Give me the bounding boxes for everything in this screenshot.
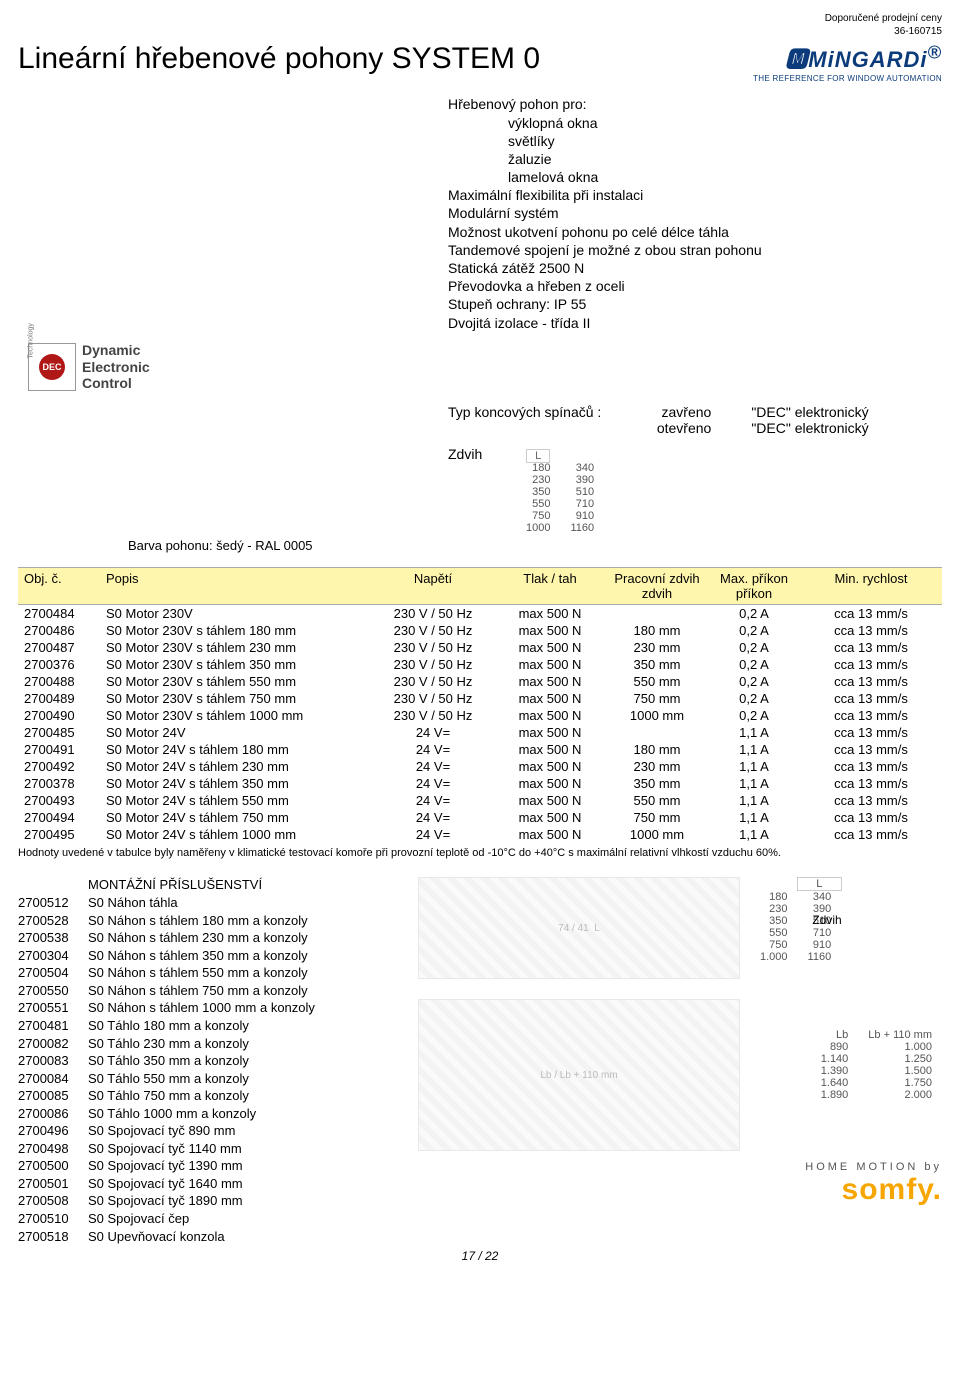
table-row: 2700487S0 Motor 230V s táhlem 230 mm230 … [18, 639, 942, 656]
stroke-label: Zdvih L [448, 446, 942, 462]
somfy-logo: somfy. [418, 1173, 942, 1207]
table-row: 2700488S0 Motor 230V s táhlem 550 mm230 … [18, 673, 942, 690]
col-desc: Popis [100, 568, 372, 605]
list-item: 2700510S0 Spojovací čep [18, 1210, 398, 1228]
col-code: Obj. č. [18, 568, 100, 605]
brand-block: 🅼MiNGARDi® THE REFERENCE FOR WINDOW AUTO… [753, 42, 942, 83]
dec-label: Dynamic Electronic Control [82, 342, 150, 392]
table-footnote: Hodnoty uvedené v tabulce byly naměřeny … [18, 847, 942, 859]
col-voltage: Napětí [372, 568, 494, 605]
list-item: 2700550S0 Náhon s táhlem 750 mm a konzol… [18, 982, 398, 1000]
price-note: Doporučené prodejní ceny [18, 12, 942, 25]
dec-badge-block: Technology DEC Dynamic Electronic Contro… [28, 342, 942, 392]
product-table: Obj. č. Popis Napětí Tlak / tah Pracovní… [18, 567, 942, 843]
list-item: 2700501S0 Spojovací tyč 1640 mm [18, 1175, 398, 1193]
dimension-drawing-icon: 74 / 41 L [418, 877, 740, 979]
footer-brand: HOME MOTION by somfy. [418, 1161, 942, 1207]
table-row: 2700485S0 Motor 24V24 V=max 500 N1,1 Acc… [18, 724, 942, 741]
intro-text: Hřebenový pohon pro: výklopná okna světl… [448, 95, 942, 331]
list-item: 2700512S0 Náhon táhla [18, 894, 398, 912]
list-item: 2700084S0 Táhlo 550 mm a konzoly [18, 1070, 398, 1088]
col-force: Tlak / tah [494, 568, 606, 605]
brand-logo: 🅼MiNGARDi® [785, 47, 942, 72]
stroke-table: 18034023039035051055071075091010001160 [516, 462, 604, 534]
list-item: 2700304S0 Náhon s táhlem 350 mm a konzol… [18, 947, 398, 965]
accessories-list: MONTÁŽNÍ PŘÍSLUŠENSTVÍ 2700512S0 Náhon t… [18, 877, 398, 1245]
table-row: 2700378S0 Motor 24V s táhlem 350 mm24 V=… [18, 775, 942, 792]
limit-switches: Typ koncových spínačů : zavřeno "DEC" el… [448, 404, 942, 436]
table-row: 2700376S0 Motor 230V s táhlem 350 mm230 … [18, 656, 942, 673]
list-item: 2700508S0 Spojovací tyč 1890 mm [18, 1192, 398, 1210]
list-item: 2700496S0 Spojovací tyč 890 mm [18, 1122, 398, 1140]
brand-tagline: THE REFERENCE FOR WINDOW AUTOMATION [753, 74, 942, 83]
accessories-diagrams: 74 / 41 L L 1803402303903505105507107509… [418, 877, 942, 1245]
table-row: 2700492S0 Motor 24V s táhlem 230 mm24 V=… [18, 758, 942, 775]
table-row: 2700486S0 Motor 230V s táhlem 180 mm230 … [18, 622, 942, 639]
doc-code: 36-160715 [18, 25, 942, 38]
table-row: 2700490S0 Motor 230V s táhlem 1000 mm230… [18, 707, 942, 724]
list-item: 2700082S0 Táhlo 230 mm a konzoly [18, 1035, 398, 1053]
list-item: 2700500S0 Spojovací tyč 1390 mm [18, 1157, 398, 1175]
lb-table: LbLb + 110 mm 8901.0001.1401.2501.3901.5… [811, 1029, 942, 1101]
table-row: 2700489S0 Motor 230V s táhlem 750 mm230 … [18, 690, 942, 707]
list-item: 2700504S0 Náhon s táhlem 550 mm a konzol… [18, 964, 398, 982]
list-item: 2700538S0 Náhon s táhlem 230 mm a konzol… [18, 929, 398, 947]
list-item: 2700086S0 Táhlo 1000 mm a konzoly [18, 1105, 398, 1123]
list-item: 2700085S0 Táhlo 750 mm a konzoly [18, 1087, 398, 1105]
motor-color: Barva pohonu: šedý - RAL 0005 [128, 538, 942, 553]
page-title: Lineární hřebenové pohony SYSTEM 0 [18, 42, 540, 76]
list-item: 2700498S0 Spojovací tyč 1140 mm [18, 1140, 398, 1158]
dec-icon: Technology DEC [28, 343, 76, 391]
table-row: 2700491S0 Motor 24V s táhlem 180 mm24 V=… [18, 741, 942, 758]
list-item: 2700528S0 Náhon s táhlem 180 mm a konzol… [18, 912, 398, 930]
col-speed: Min. rychlost [800, 568, 942, 605]
list-item: 2700551S0 Náhon s táhlem 1000 mm a konzo… [18, 999, 398, 1017]
table-row: 2700494S0 Motor 24V s táhlem 750 mm24 V=… [18, 809, 942, 826]
table-row: 2700493S0 Motor 24V s táhlem 550 mm24 V=… [18, 792, 942, 809]
list-item: 2700083S0 Táhlo 350 mm a konzoly [18, 1052, 398, 1070]
table-row: 2700484S0 Motor 230V230 V / 50 Hzmax 500… [18, 605, 942, 623]
accessories-title: MONTÁŽNÍ PŘÍSLUŠENSTVÍ [88, 877, 398, 892]
col-power: Max. příkonpříkon [708, 568, 800, 605]
list-item: 2700518S0 Upevňovací konzola [18, 1228, 398, 1246]
page-number: 17 / 22 [18, 1249, 942, 1263]
col-stroke: Pracovní zdvihzdvih [606, 568, 708, 605]
tandem-drawing-icon: Lb / Lb + 110 mm [418, 999, 740, 1151]
header-notes: Doporučené prodejní ceny 36-160715 [18, 12, 942, 38]
table-row: 2700495S0 Motor 24V s táhlem 1000 mm24 V… [18, 826, 942, 843]
list-item: 2700481S0 Táhlo 180 mm a konzoly [18, 1017, 398, 1035]
